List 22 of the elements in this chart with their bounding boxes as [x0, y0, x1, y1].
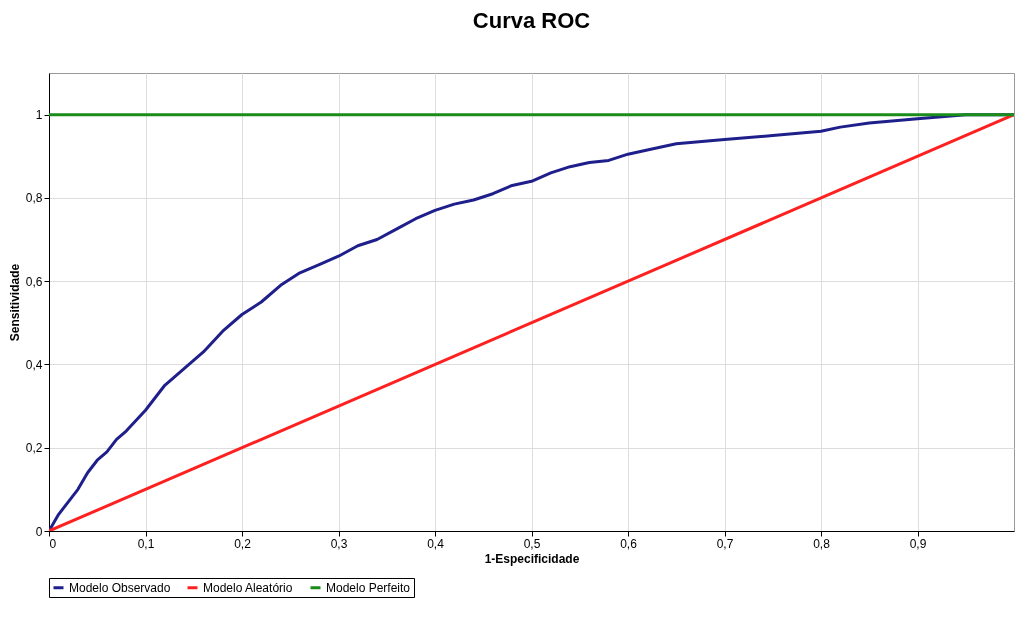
legend-label: Modelo Perfeito — [326, 580, 411, 595]
x-tick-label: 0,7 — [716, 536, 734, 551]
y-tick-label: 0,2 — [25, 441, 43, 456]
y-tick-label: 0 — [35, 524, 43, 539]
y-tick-label: 0,6 — [25, 274, 43, 289]
x-tick-label: 0,2 — [234, 536, 252, 551]
x-tick-label: 0,8 — [813, 536, 831, 551]
x-axis-title: 1-Especificidade — [484, 551, 580, 566]
x-tick-label: 0,6 — [620, 536, 638, 551]
x-tick-label: 0,5 — [523, 536, 541, 551]
y-tick-label: 1 — [35, 108, 43, 123]
legend-label: Modelo Aleatório — [203, 580, 293, 595]
legend-label: Modelo Observado — [69, 580, 171, 595]
y-tick-label: 0,4 — [25, 357, 43, 372]
x-tick-label: 0,1 — [137, 536, 155, 551]
chart-title: Curva ROC — [472, 8, 591, 33]
x-tick-label: 0,3 — [330, 536, 348, 551]
x-tick-label: 0,4 — [427, 536, 445, 551]
x-tick-label: 0 — [49, 536, 57, 551]
x-tick-label: 0,9 — [909, 536, 927, 551]
y-axis-title: Sensitividade — [7, 263, 22, 342]
y-tick-label: 0,8 — [25, 191, 43, 206]
